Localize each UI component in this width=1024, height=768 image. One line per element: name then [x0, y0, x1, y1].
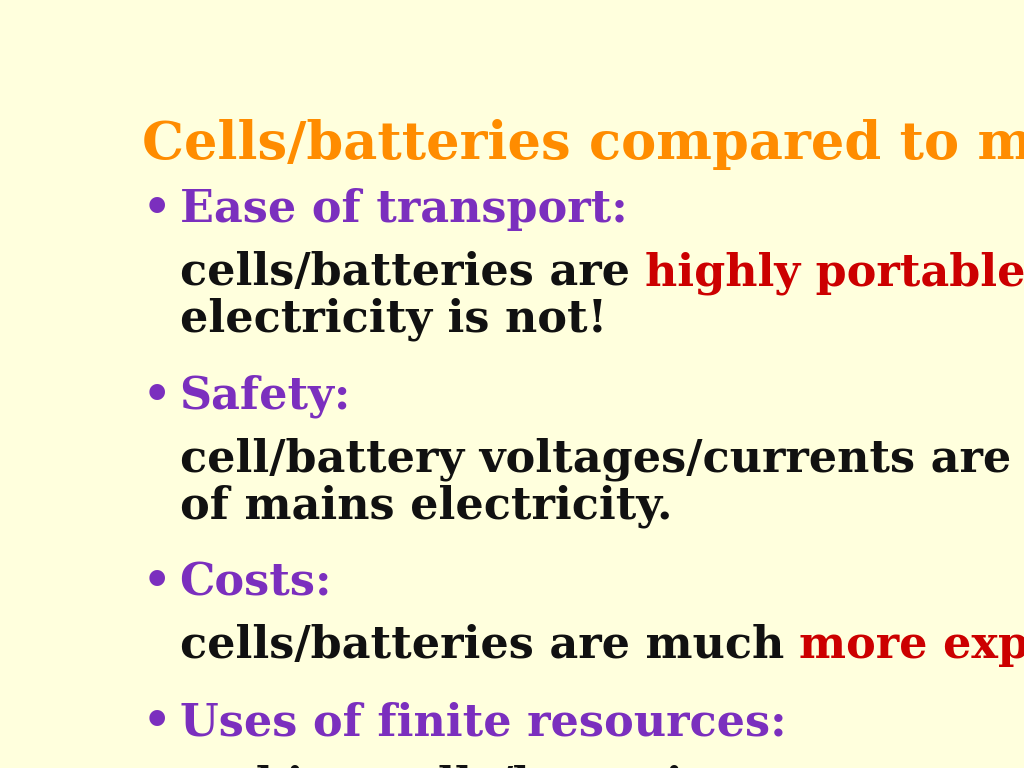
- Text: Costs:: Costs:: [179, 561, 332, 604]
- Text: cells/batteries are: cells/batteries are: [179, 251, 645, 294]
- Text: of mains electricity.: of mains electricity.: [179, 484, 672, 528]
- Text: cells/batteries are much: cells/batteries are much: [179, 624, 800, 667]
- Text: •: •: [142, 701, 171, 744]
- Text: up more: up more: [878, 765, 1024, 768]
- Text: Uses of finite resources:: Uses of finite resources:: [179, 701, 786, 744]
- Text: •: •: [142, 375, 171, 418]
- Text: uses: uses: [752, 765, 862, 768]
- Text: cell/battery voltages/currents are: cell/battery voltages/currents are: [179, 438, 1024, 482]
- Text: Safety:: Safety:: [179, 375, 351, 418]
- Text: more expensive: more expensive: [800, 624, 1024, 667]
- Text: •: •: [142, 188, 171, 231]
- Text: Cells/batteries compared to mains electricity.: Cells/batteries compared to mains electr…: [142, 119, 1024, 170]
- Text: making cells/batteries: making cells/batteries: [179, 765, 752, 768]
- Text: •: •: [142, 561, 171, 604]
- Text: electricity is not!: electricity is not!: [179, 297, 606, 341]
- Text: highly portable: highly portable: [645, 251, 1024, 295]
- Text: Ease of transport:: Ease of transport:: [179, 188, 628, 231]
